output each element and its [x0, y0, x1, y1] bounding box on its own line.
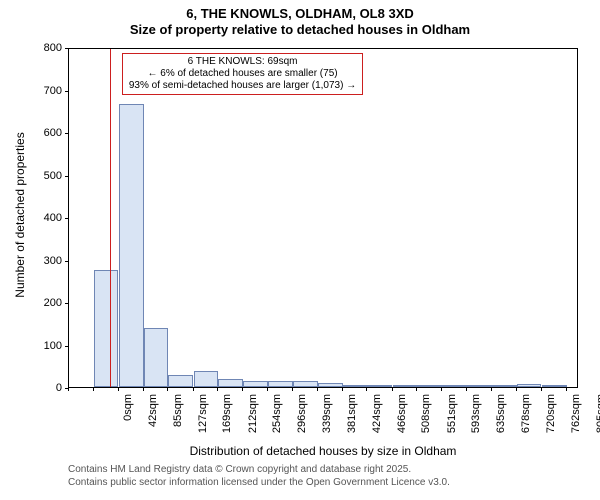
y-tick-label: 300 [32, 255, 62, 267]
x-tick-label: 381sqm [346, 394, 358, 444]
title-line-1: 6, THE KNOWLS, OLDHAM, OL8 3XD [0, 6, 600, 22]
x-tick-label: 593sqm [470, 394, 482, 444]
annotation-callout: 6 THE KNOWLS: 69sqm← 6% of detached hous… [122, 53, 363, 95]
y-tick-label: 500 [32, 170, 62, 182]
histogram-bar [119, 104, 144, 387]
y-tick-label: 100 [32, 340, 62, 352]
x-tick-label: 296sqm [296, 394, 308, 444]
x-tick-label: 424sqm [371, 394, 383, 444]
histogram-bar [492, 385, 517, 387]
annotation-line: 93% of semi-detached houses are larger (… [129, 80, 356, 92]
histogram-bar [542, 385, 567, 387]
x-tick-label: 720sqm [545, 394, 557, 444]
histogram-bar [243, 381, 268, 387]
y-tick-label: 600 [32, 127, 62, 139]
x-tick-label: 254sqm [271, 394, 283, 444]
y-tick-label: 800 [32, 42, 62, 54]
histogram-bar [293, 381, 318, 387]
x-tick-label: 169sqm [221, 394, 233, 444]
y-axis-label: Number of detached properties [13, 115, 27, 315]
x-tick-label: 762sqm [570, 394, 582, 444]
histogram-bar [194, 371, 219, 387]
y-tick-label: 700 [32, 85, 62, 97]
reference-line [110, 49, 111, 387]
histogram-bar [144, 328, 169, 388]
histogram-bar [218, 379, 243, 387]
x-tick-label: 466sqm [396, 394, 408, 444]
histogram-bar [94, 270, 119, 387]
x-tick-label: 551sqm [446, 394, 458, 444]
annotation-line: ← 6% of detached houses are smaller (75) [129, 68, 356, 80]
histogram-bar [417, 385, 442, 387]
x-tick-label: 339sqm [321, 394, 333, 444]
histogram-bar [318, 383, 343, 387]
histogram-bar [268, 381, 293, 387]
x-tick-label: 678sqm [520, 394, 532, 444]
histogram-bar [442, 385, 467, 387]
histogram-bar [517, 384, 542, 387]
x-tick-label: 127sqm [197, 394, 209, 444]
histogram-bar [343, 385, 368, 387]
x-axis-label: Distribution of detached houses by size … [68, 444, 578, 458]
x-tick-label: 212sqm [247, 394, 259, 444]
plot-area: 6 THE KNOWLS: 69sqm← 6% of detached hous… [68, 48, 578, 388]
y-tick-label: 200 [32, 297, 62, 309]
x-tick-label: 85sqm [172, 394, 184, 444]
histogram-bar [467, 385, 492, 387]
histogram-bar [393, 385, 418, 387]
x-tick-label: 42sqm [147, 394, 159, 444]
x-tick-label: 0sqm [122, 394, 134, 444]
annotation-line: 6 THE KNOWLS: 69sqm [129, 56, 356, 68]
histogram-bar [367, 385, 392, 387]
chart-container: 6, THE KNOWLS, OLDHAM, OL8 3XD Size of p… [0, 0, 600, 500]
title-line-2: Size of property relative to detached ho… [0, 22, 600, 38]
chart-title: 6, THE KNOWLS, OLDHAM, OL8 3XD Size of p… [0, 0, 600, 39]
footer-attribution: Contains HM Land Registry data © Crown c… [68, 464, 450, 489]
x-tick-label: 635sqm [495, 394, 507, 444]
histogram-bar [168, 375, 193, 387]
y-tick-label: 0 [32, 382, 62, 394]
footer-line-1: Contains HM Land Registry data © Crown c… [68, 464, 450, 477]
x-tick-label: 508sqm [420, 394, 432, 444]
footer-line-2: Contains public sector information licen… [68, 477, 450, 490]
y-tick-label: 400 [32, 212, 62, 224]
x-tick-label: 805sqm [595, 394, 600, 444]
